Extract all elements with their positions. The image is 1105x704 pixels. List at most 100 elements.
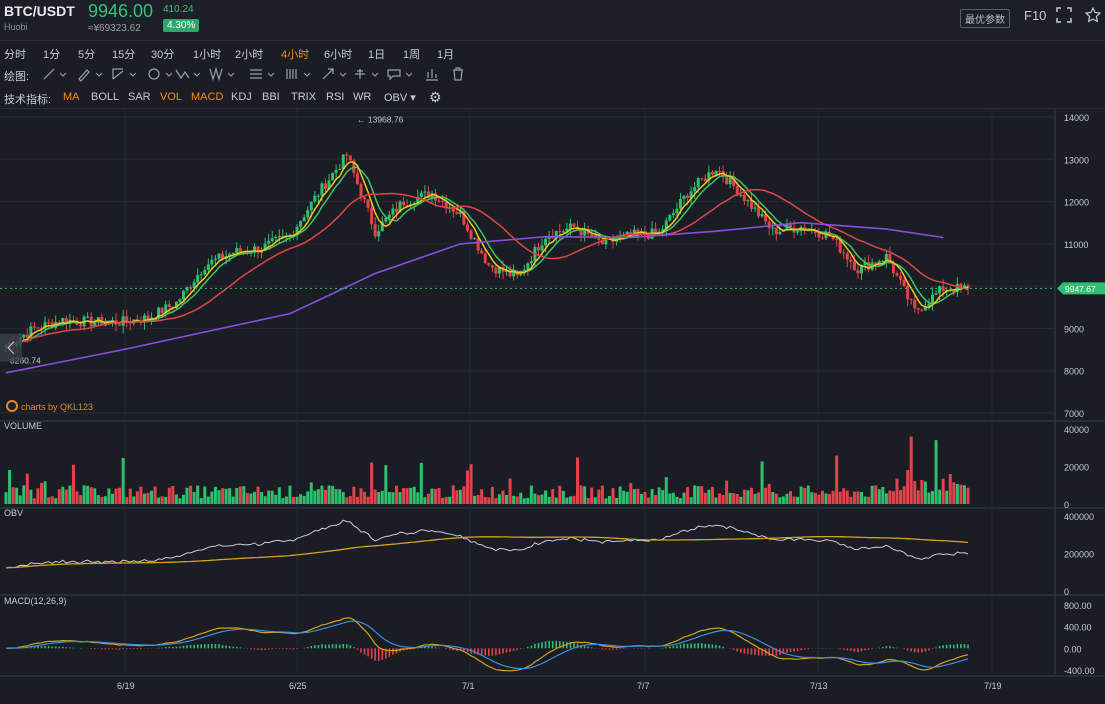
volume-bar	[820, 490, 824, 504]
pattern-tool-icon[interactable]	[175, 69, 201, 80]
timeframe-8[interactable]: 6小时	[324, 49, 353, 61]
candle-body	[661, 229, 665, 232]
volume-bar	[146, 492, 150, 504]
indicator-trix[interactable]: TRIX	[291, 91, 317, 103]
volume-bar	[849, 496, 853, 504]
channel-tool-icon[interactable]	[112, 68, 137, 80]
candle-body	[824, 231, 828, 239]
circle-tool-icon[interactable]	[148, 68, 173, 80]
candle-body	[913, 299, 917, 309]
indicator-macd[interactable]: MACD	[191, 91, 224, 103]
timeframe-10[interactable]: 1周	[403, 49, 421, 61]
volume-bar	[501, 490, 505, 504]
volume-bar	[434, 488, 438, 504]
indicator-bbi[interactable]: BBI	[262, 91, 280, 103]
indicator-obv[interactable]: OBV ▾	[384, 92, 416, 104]
candle-body	[675, 208, 679, 214]
star-icon[interactable]	[1083, 6, 1103, 26]
volume-bar	[678, 498, 682, 504]
candle-body	[899, 275, 903, 280]
indicator-wr[interactable]: WR	[353, 91, 372, 103]
volume-bar	[657, 487, 661, 504]
timeframe-9[interactable]: 1日	[368, 49, 386, 61]
indicator-kdj[interactable]: KDJ	[231, 91, 252, 103]
volume-bar	[89, 487, 93, 504]
f10-button[interactable]: F10	[1024, 8, 1047, 23]
candle-body	[884, 253, 888, 262]
timeframe-1[interactable]: 1分	[43, 49, 61, 61]
line-tool-icon[interactable]	[43, 68, 67, 80]
timeframe-5[interactable]: 1小时	[193, 49, 222, 61]
chart-area[interactable]: 14000130001200011000100009000800070006/1…	[0, 109, 1105, 704]
volume-tick-label: 20000	[1064, 463, 1089, 473]
pair-title[interactable]: BTC/USDT	[4, 3, 75, 19]
volume-bar	[487, 497, 491, 504]
pen-tool-icon[interactable]	[78, 69, 103, 82]
indicator-boll[interactable]: BOLL	[91, 91, 120, 103]
drawing-tools	[43, 66, 463, 82]
fib-tool-icon[interactable]	[250, 69, 275, 79]
timeframe-2[interactable]: 5分	[78, 49, 96, 61]
volume-bar	[185, 487, 189, 504]
timeframe-6[interactable]: 2小时	[235, 49, 264, 61]
volume-bar	[742, 489, 746, 504]
candle-body	[441, 200, 445, 202]
indicator-rsi[interactable]: RSI	[326, 91, 345, 103]
measure-tool-icon[interactable]	[355, 69, 379, 79]
indicator-vol[interactable]: VOL	[160, 91, 183, 103]
candle-body	[167, 304, 171, 308]
volume-bar	[725, 480, 729, 504]
candle-body	[402, 201, 406, 206]
arrow-tool-icon[interactable]	[322, 68, 347, 80]
macd-tick-label: 800.00	[1064, 601, 1092, 611]
gann-tool-icon[interactable]	[286, 69, 311, 79]
comment-tool-icon[interactable]	[387, 69, 413, 81]
volume-bar	[79, 495, 83, 504]
volume-bar	[125, 497, 129, 504]
timeframe-7[interactable]: 4小时	[281, 49, 310, 61]
wave-tool-icon[interactable]	[209, 66, 235, 82]
volume-bar	[661, 490, 665, 504]
volume-bar	[710, 486, 714, 504]
timeframe-4[interactable]: 30分	[151, 49, 175, 61]
volume-bar	[320, 485, 324, 504]
candle-body	[423, 191, 427, 193]
scroll-left-handle[interactable]	[0, 333, 22, 362]
volume-bar	[916, 490, 920, 504]
volume-bar	[206, 496, 210, 504]
gear-icon[interactable]: ⚙	[429, 89, 442, 105]
volume-bar	[355, 496, 359, 504]
volume-bar	[39, 482, 43, 504]
candle-body	[941, 286, 945, 291]
bar-chart-icon[interactable]	[426, 69, 438, 81]
volume-bar	[810, 492, 814, 504]
timeframe-0[interactable]: 分时	[4, 49, 26, 61]
candle-body	[842, 252, 846, 254]
volume-bar	[352, 486, 356, 504]
indicator-sar[interactable]: SAR	[128, 91, 151, 103]
volume-bar	[494, 498, 498, 504]
volume-bar	[217, 490, 221, 504]
indicator-ma[interactable]: MA	[63, 91, 80, 103]
volume-bar	[4, 492, 8, 504]
volume-bar	[50, 496, 54, 504]
timeframe-3[interactable]: 15分	[112, 49, 136, 61]
candle-body	[927, 303, 931, 307]
candle-body	[36, 327, 40, 329]
candle-body	[838, 239, 842, 253]
candle-body	[61, 318, 65, 324]
trash-icon[interactable]	[453, 67, 463, 81]
best-params-button[interactable]: 最优参数	[960, 9, 1010, 28]
volume-bar	[32, 498, 36, 504]
volume-bar	[668, 493, 672, 504]
fullscreen-icon[interactable]	[1054, 6, 1074, 26]
candle-body	[678, 198, 682, 209]
candle-body	[583, 228, 587, 236]
volume-bar	[462, 486, 466, 504]
candle-body	[313, 195, 317, 202]
timeframe-11[interactable]: 1月	[437, 49, 455, 61]
candle-body	[348, 155, 352, 161]
date-tick-label: 6/19	[117, 681, 135, 691]
volume-bar	[110, 493, 114, 504]
candle-body	[79, 324, 83, 327]
